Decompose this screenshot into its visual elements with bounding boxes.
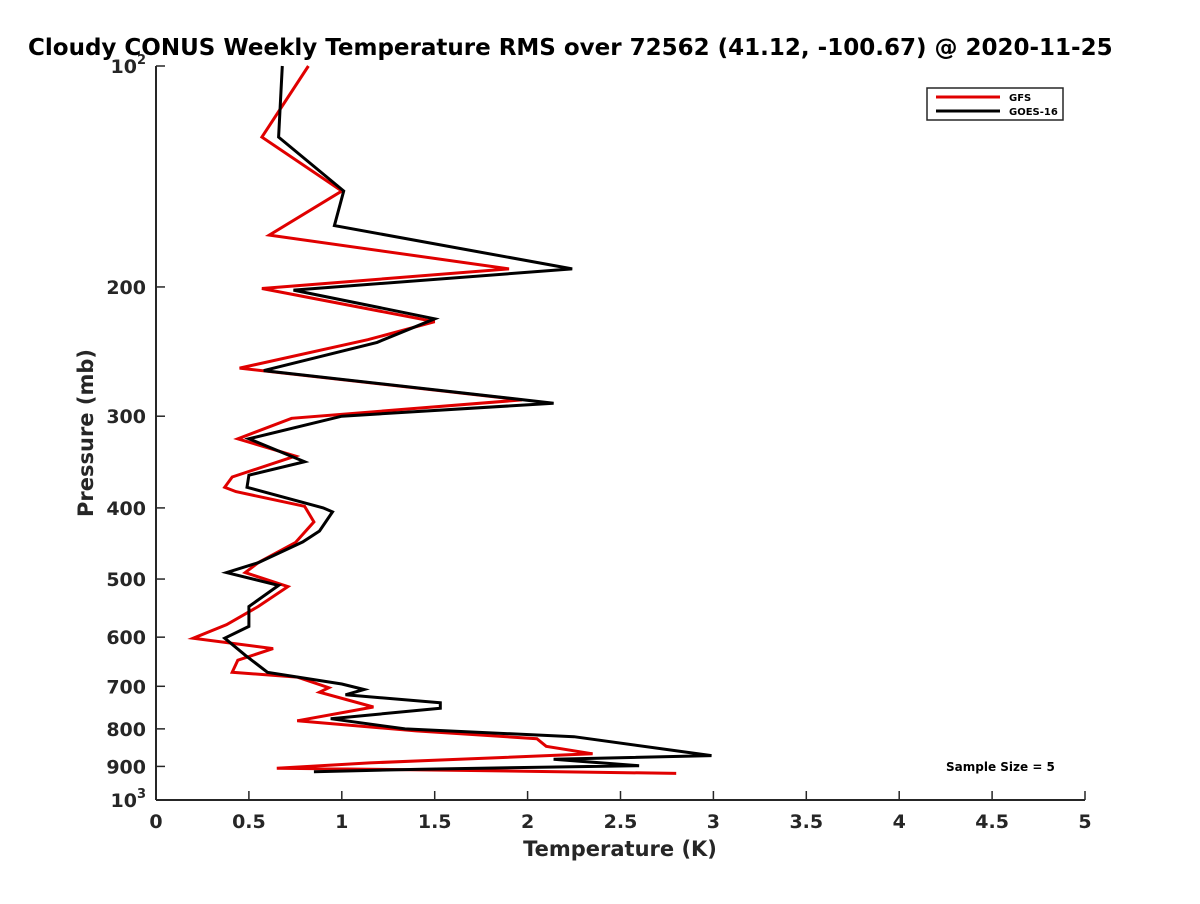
y-tick-label: 300 <box>106 406 146 428</box>
x-tick-label: 1.5 <box>418 811 452 833</box>
y-tick-label: 200 <box>106 277 146 299</box>
chart-title: Cloudy CONUS Weekly Temperature RMS over… <box>28 35 1113 61</box>
legend-box <box>926 87 1064 121</box>
x-tick-label: 0 <box>149 811 162 833</box>
legend-label-gfs: GFS <box>1009 93 1031 104</box>
x-tick-label: 2.5 <box>604 811 638 833</box>
y-tick-label: 900 <box>106 756 146 778</box>
x-tick-label: 2 <box>521 811 534 833</box>
x-tick-label: 4.5 <box>975 811 1009 833</box>
x-tick-label: 3.5 <box>789 811 823 833</box>
y-tick-label: 102 <box>111 53 147 78</box>
sample-size-annotation: Sample Size = 5 <box>946 760 1055 774</box>
y-tick-label: 600 <box>106 627 146 649</box>
series-line-goes-16 <box>221 65 712 774</box>
x-tick-label: 1 <box>335 811 348 833</box>
series-line-gfs <box>187 65 677 775</box>
x-axis-label: Temperature (K) <box>523 837 717 861</box>
x-axis-ticks: 0 0.5 1 1.5 2 2.5 3 3.5 4 4.5 5 <box>149 791 1092 833</box>
x-tick-label: 5 <box>1078 811 1091 833</box>
x-tick-label: 4 <box>893 811 906 833</box>
legend-label-goes16: GOES-16 <box>1009 107 1058 118</box>
y-tick-label: 700 <box>106 676 146 698</box>
x-tick-label: 0.5 <box>232 811 266 833</box>
plot-area <box>156 66 1085 800</box>
series-lines <box>187 65 712 775</box>
y-tick-label: 400 <box>106 498 146 520</box>
y-tick-label: 103 <box>111 787 147 812</box>
x-tick-label: 3 <box>707 811 720 833</box>
y-tick-label: 500 <box>106 569 146 591</box>
legend: GFS GOES-16 <box>926 87 1064 121</box>
y-tick-label: 800 <box>106 719 146 741</box>
y-axis-ticks: 200 300 400 500 600 700 800 900 102 103 <box>106 53 165 812</box>
y-axis-label: Pressure (mb) <box>74 349 98 517</box>
